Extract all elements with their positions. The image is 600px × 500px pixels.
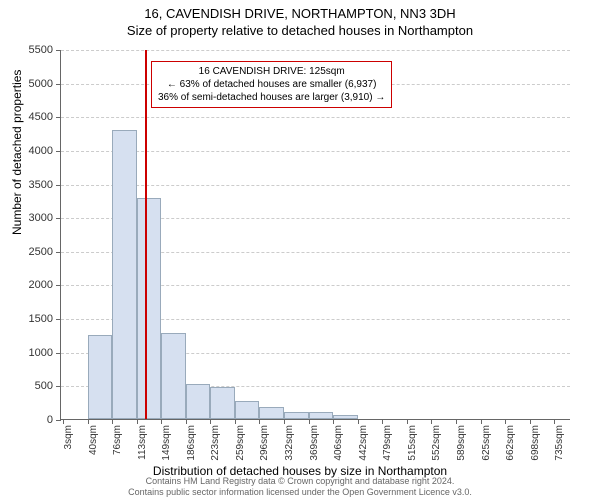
histogram-bar [284,412,309,419]
annotation-box: 16 CAVENDISH DRIVE: 125sqm← 63% of detac… [151,61,392,108]
x-tick: 113sqm [137,425,148,460]
y-tick: 1500 [29,313,61,325]
footer-attribution: Contains HM Land Registry data © Crown c… [0,476,600,498]
histogram-bar [210,387,235,419]
y-tick: 4500 [29,111,61,123]
x-tick: 406sqm [333,425,344,461]
x-tick: 296sqm [259,425,270,461]
footer-line2: Contains public sector information licen… [0,487,600,498]
y-tick: 3500 [29,179,61,191]
chart-title-block: 16, CAVENDISH DRIVE, NORTHAMPTON, NN3 3D… [0,0,600,38]
gridline [61,117,570,118]
x-tick: 369sqm [309,425,320,461]
x-tick: 332sqm [284,425,295,461]
y-tick: 1000 [29,347,61,359]
x-tick: 3sqm [63,425,74,449]
histogram-bar [186,384,211,419]
title-address: 16, CAVENDISH DRIVE, NORTHAMPTON, NN3 3D… [0,6,600,21]
gridline [61,50,570,51]
annotation-line: 16 CAVENDISH DRIVE: 125sqm [158,65,385,78]
x-tick: 662sqm [505,425,516,461]
gridline [61,185,570,186]
x-tick: 552sqm [431,425,442,461]
y-tick: 5500 [29,44,61,56]
histogram-bar [88,335,113,419]
x-tick: 625sqm [481,425,492,461]
x-tick: 76sqm [112,425,123,455]
x-tick: 149sqm [161,425,172,461]
x-tick: 515sqm [407,425,418,461]
y-axis-label: Number of detached properties [10,70,24,235]
histogram-bar [235,401,260,419]
y-tick: 0 [47,414,61,426]
y-tick: 2000 [29,279,61,291]
histogram-bar [161,333,186,419]
x-tick: 589sqm [456,425,467,461]
title-subtitle: Size of property relative to detached ho… [0,23,600,38]
y-tick: 5000 [29,78,61,90]
y-tick: 4000 [29,145,61,157]
x-tick: 40sqm [88,425,99,455]
histogram-bar [137,198,162,419]
y-tick: 3000 [29,212,61,224]
annotation-line: ← 63% of detached houses are smaller (6,… [158,78,385,91]
annotation-line: 36% of semi-detached houses are larger (… [158,91,385,104]
x-tick: 259sqm [235,425,246,461]
y-tick: 500 [35,380,61,392]
x-tick: 223sqm [210,425,221,461]
footer-line1: Contains HM Land Registry data © Crown c… [0,476,600,487]
histogram-bar [309,412,334,419]
property-marker-line [145,50,147,419]
histogram-bar [333,415,358,419]
y-tick: 2500 [29,246,61,258]
gridline [61,151,570,152]
x-tick: 698sqm [530,425,541,461]
x-tick: 735sqm [554,425,565,461]
x-tick: 186sqm [186,425,197,461]
histogram-bar [112,130,137,419]
plot-area: 0500100015002000250030003500400045005000… [60,50,570,420]
x-tick: 442sqm [358,425,369,461]
x-tick: 479sqm [382,425,393,461]
histogram-bar [259,407,284,419]
